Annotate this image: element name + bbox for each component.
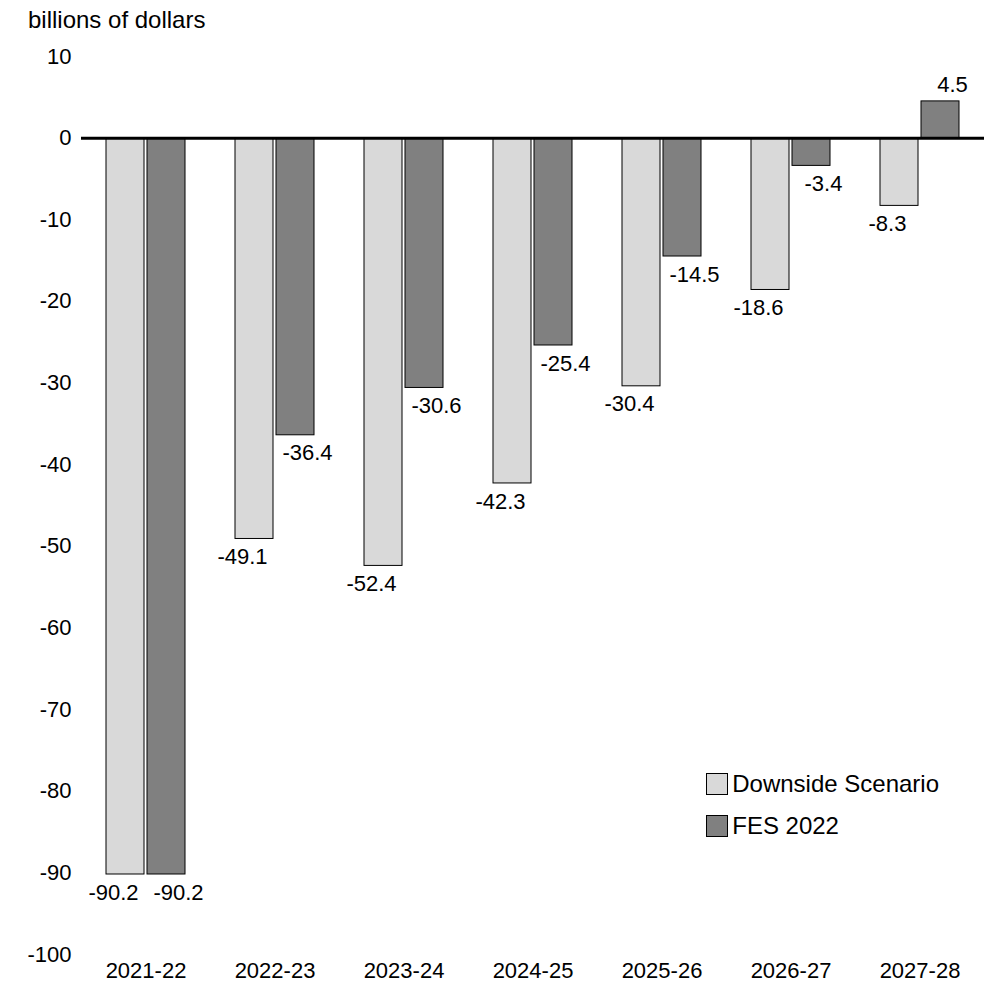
svg-text:2021-22: 2021-22	[106, 958, 187, 983]
svg-text:-40: -40	[40, 452, 72, 477]
svg-text:10: 10	[47, 44, 71, 69]
svg-text:-52.4: -52.4	[346, 571, 396, 596]
svg-text:-90.2: -90.2	[88, 880, 138, 905]
html-text:FES 2022: FES 2022	[732, 812, 839, 839]
svg-text:-36.4: -36.4	[282, 440, 332, 465]
svg-text:-20: -20	[40, 288, 72, 313]
svg-text:2027-28: 2027-28	[880, 958, 961, 983]
svg-text:-30.6: -30.6	[411, 393, 461, 418]
svg-text:4.5: 4.5	[937, 72, 968, 97]
svg-text:-100: -100	[27, 942, 71, 967]
svg-text:-60: -60	[40, 615, 72, 640]
svg-text:-25.4: -25.4	[540, 351, 590, 376]
svg-text:2022-23: 2022-23	[235, 958, 316, 983]
svg-text:-70: -70	[40, 697, 72, 722]
svg-text:2023-24: 2023-24	[364, 958, 445, 983]
svg-text:-10: -10	[40, 207, 72, 232]
svg-text:-30: -30	[40, 370, 72, 395]
svg-text:-14.5: -14.5	[669, 262, 719, 287]
svg-text:0: 0	[59, 125, 71, 150]
svg-text:-90.2: -90.2	[153, 880, 203, 905]
svg-text:-8.3: -8.3	[869, 211, 907, 236]
svg-text:-80: -80	[40, 778, 72, 803]
svg-text:-30.4: -30.4	[604, 391, 654, 416]
svg-text:-42.3: -42.3	[475, 488, 525, 513]
svg-text:2025-26: 2025-26	[622, 958, 703, 983]
html-text:billions of dollars: billions of dollars	[28, 6, 206, 33]
svg-text:-49.1: -49.1	[217, 544, 267, 569]
svg-text:-18.6: -18.6	[733, 295, 783, 320]
html-text:Downside Scenario: Downside Scenario	[732, 770, 939, 797]
svg-text:-90: -90	[40, 860, 72, 885]
svg-text:2024-25: 2024-25	[493, 958, 574, 983]
svg-text:2026-27: 2026-27	[751, 958, 832, 983]
svg-text:-50: -50	[40, 533, 72, 558]
svg-text:-3.4: -3.4	[805, 171, 843, 196]
